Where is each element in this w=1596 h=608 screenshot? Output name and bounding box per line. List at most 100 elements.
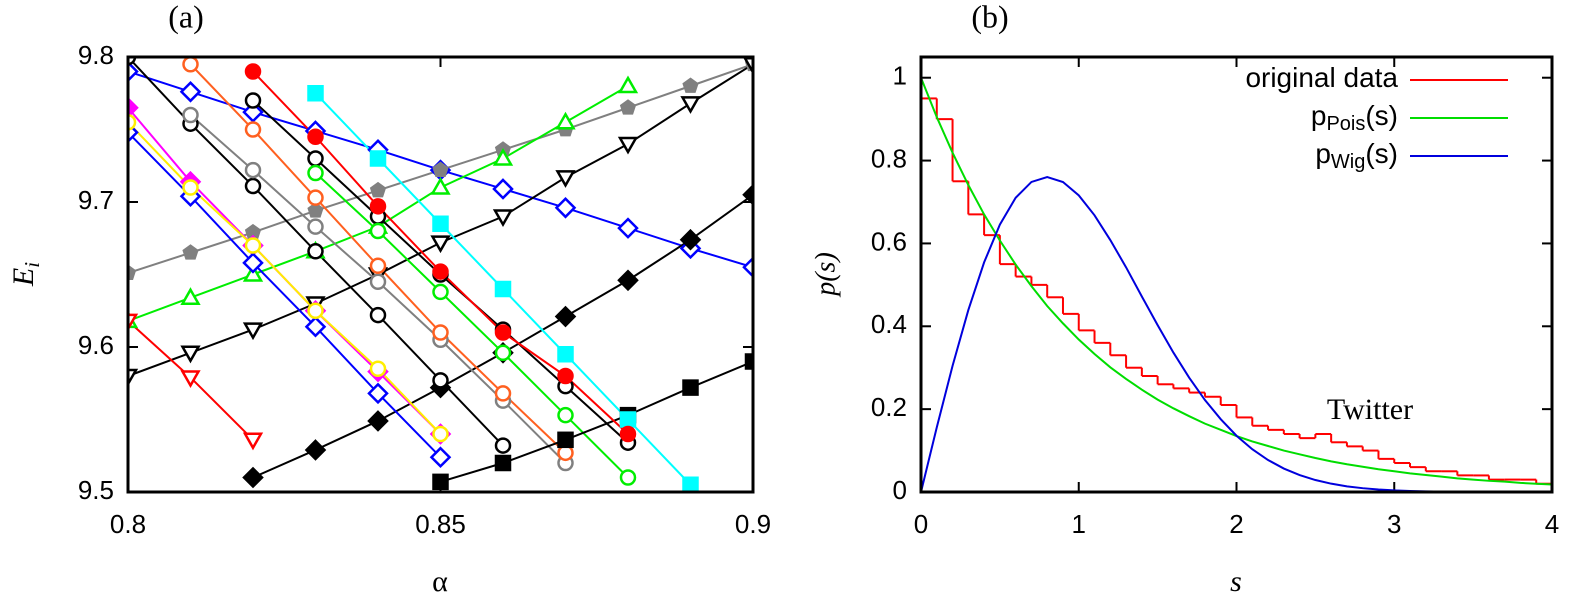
marker — [369, 150, 387, 167]
plot-frame — [919, 55, 1554, 494]
marker — [369, 273, 387, 290]
marker — [307, 189, 324, 206]
marker — [555, 111, 576, 130]
series-line — [921, 176, 1552, 492]
marker — [179, 81, 202, 103]
y-axis-label: p(s) — [810, 252, 841, 298]
marker — [180, 345, 201, 364]
series-line — [128, 131, 442, 458]
marker — [128, 114, 137, 131]
marker — [128, 368, 139, 387]
marker — [680, 96, 701, 114]
plot-area — [921, 77, 1552, 492]
legend-label: pWig(s) — [1315, 138, 1398, 173]
marker — [369, 306, 387, 324]
marker — [494, 344, 512, 362]
series-line — [128, 121, 442, 435]
x-tick-label: 1 — [1072, 509, 1086, 539]
marker — [744, 353, 753, 370]
x-axis-label: s — [1230, 565, 1242, 598]
legend-label-part: original data — [1245, 62, 1398, 93]
marker — [554, 197, 577, 219]
marker — [369, 181, 387, 198]
y-axis-label-sub: i — [20, 262, 44, 268]
marker — [182, 244, 199, 260]
marker — [242, 432, 264, 451]
legend-label-part: Wig — [1331, 151, 1365, 173]
x-tick-label: 2 — [1229, 509, 1243, 539]
marker — [244, 177, 262, 195]
marker — [432, 324, 449, 341]
marker — [492, 147, 514, 166]
marker — [182, 57, 199, 73]
marker — [244, 63, 262, 80]
y-tick-label: 0.8 — [871, 143, 907, 173]
marker — [494, 437, 512, 454]
marker — [128, 313, 139, 332]
legend-label-part: p — [1315, 138, 1331, 169]
x-tick-label: 4 — [1545, 509, 1559, 539]
marker — [180, 287, 201, 305]
panel: (a) 0.8 0.85 0.9 9.5 9.6 9.7 9.8 α Ei — [7, 0, 771, 598]
marker — [432, 372, 449, 389]
y-tick-label: 0.6 — [871, 226, 907, 256]
y-tick-label: 9.7 — [78, 185, 114, 215]
marker — [242, 466, 264, 489]
marker — [432, 215, 449, 232]
marker — [555, 170, 576, 188]
marker — [742, 256, 753, 279]
y-axis-label-main: E — [7, 268, 40, 287]
marker — [307, 128, 324, 145]
marker — [128, 60, 139, 83]
marker — [128, 96, 139, 119]
y-tick-label: 9.8 — [78, 40, 114, 70]
y-tick-label: 9.5 — [78, 475, 114, 505]
marker — [369, 222, 387, 240]
panel-label: (b) — [971, 0, 1008, 34]
annotation: Twitter — [1327, 393, 1413, 426]
x-tick-label: 0 — [914, 509, 928, 539]
marker — [494, 280, 512, 298]
y-tick-label: 9.6 — [78, 330, 114, 360]
y-tick-label: 0.4 — [871, 309, 907, 339]
legend-label-part: p — [1311, 100, 1327, 131]
marker — [617, 217, 639, 239]
marker — [367, 410, 389, 432]
marker — [557, 346, 574, 363]
plot-area — [128, 57, 753, 492]
marker — [307, 218, 324, 235]
marker — [244, 121, 262, 138]
marker — [557, 431, 574, 449]
marker — [182, 106, 199, 124]
legend-label-part: (s) — [1365, 138, 1398, 169]
marker — [619, 99, 637, 115]
marker — [742, 183, 753, 206]
marker — [432, 283, 449, 301]
marker — [429, 446, 452, 468]
marker — [242, 101, 264, 123]
marker — [742, 57, 753, 75]
marker — [494, 324, 512, 341]
marker — [557, 367, 574, 385]
marker — [244, 92, 262, 109]
y-axis-label: Ei — [7, 262, 44, 287]
series-line — [440, 360, 753, 483]
marker — [682, 476, 699, 492]
marker — [369, 257, 387, 275]
marker — [307, 243, 324, 260]
marker — [432, 161, 449, 178]
marker — [492, 178, 514, 200]
marker — [619, 425, 637, 443]
marker — [432, 425, 449, 443]
marker — [307, 202, 324, 218]
x-axis-label: α — [432, 565, 448, 598]
marker — [242, 252, 264, 274]
x-tick-label: 3 — [1387, 509, 1401, 539]
legend-label-part: (s) — [1365, 100, 1398, 131]
legend-label: pPois(s) — [1311, 100, 1398, 135]
plot-frame — [126, 55, 755, 494]
marker — [619, 469, 637, 486]
marker — [307, 164, 324, 182]
x-tick-label: 0.9 — [735, 509, 771, 539]
